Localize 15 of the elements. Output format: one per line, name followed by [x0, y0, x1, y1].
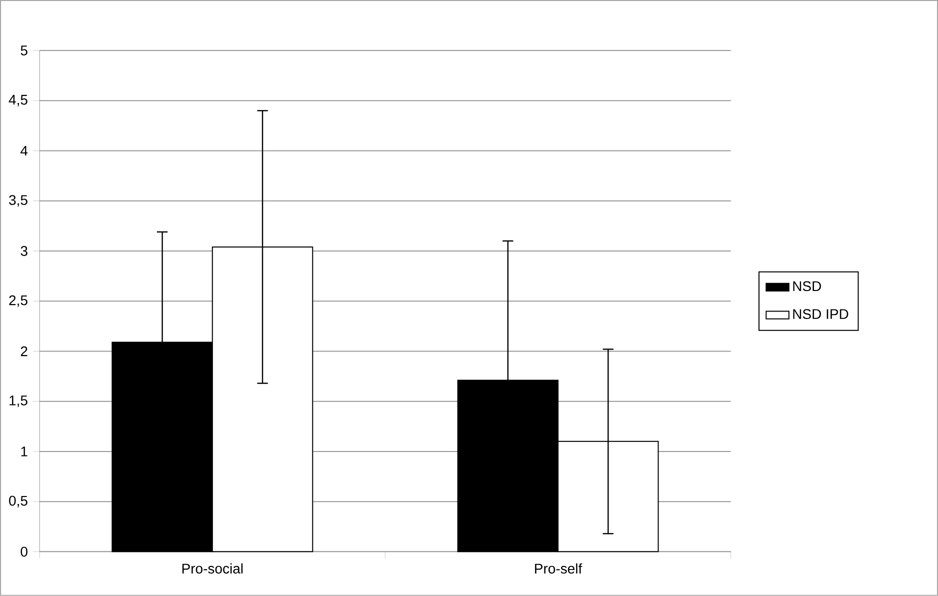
y-tick-label: 2,5 [9, 295, 28, 307]
x-tick-label: Pro-self [535, 563, 582, 574]
y-tick-label: 3 [20, 246, 28, 256]
y-tick-label: 5 [20, 46, 28, 56]
y-tick-label: 3,5 [9, 195, 28, 207]
x-tick-label: Pro-social [182, 563, 243, 574]
y-tick-label: 2 [20, 346, 28, 356]
y-tick-label: 1,5 [10, 396, 28, 408]
y-tick-label: 4,5 [8, 94, 28, 106]
y-tick-label: 4 [20, 146, 28, 156]
y-tick-label: 1 [21, 446, 28, 456]
y-tick-label: 0 [20, 546, 28, 557]
legend-label: NSD [793, 281, 821, 292]
y-tick-label: 0,5 [9, 496, 28, 508]
legend-label: NSD IPD [793, 309, 848, 320]
